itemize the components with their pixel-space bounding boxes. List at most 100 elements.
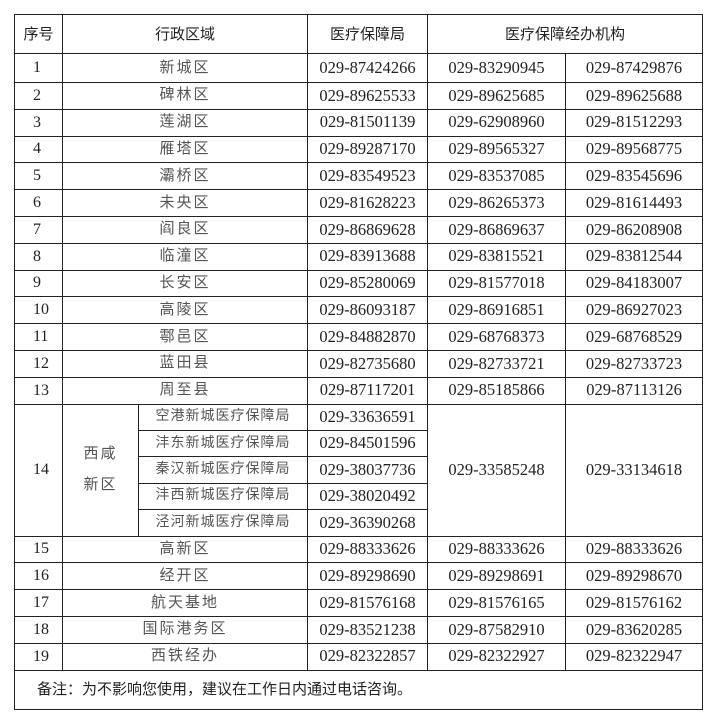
bureau-phone: 029-87117201 <box>307 376 429 405</box>
table-row-xixian-sub: 泾河新城医疗保障局 029-36390268 <box>15 509 703 537</box>
agency-phone-2: 029-89568775 <box>565 135 704 164</box>
region-name-line1: 西咸 <box>83 446 118 463</box>
bureau-phone: 029-33636591 <box>307 403 429 431</box>
bureau-phone: 029-84882870 <box>307 323 429 351</box>
bureau-phone: 029-38020492 <box>307 482 429 511</box>
agency-phone-1: 029-82733721 <box>427 349 567 378</box>
bureau-phone: 029-82735680 <box>307 349 429 378</box>
bureau-phone: 029-81576168 <box>307 589 429 617</box>
note-row: 备注：为不影响您使用，建议在工作日内通过电话咨询。 <box>13 669 704 710</box>
region-name: 西铁经办 <box>61 642 309 671</box>
bureau-phone: 029-86869628 <box>307 215 429 244</box>
bureau-phone: 029-85280069 <box>307 269 429 298</box>
row-number: 14 <box>14 403 63 537</box>
table-row: 3 莲湖区 029-81501139 029-62908960 029-81512293 <box>14 108 704 137</box>
table-row: 4 雁塔区 029-89287170 029-89565327 029-89568775 <box>14 135 704 164</box>
table-row: 13 周至县 029-87117201 029-85185866 029-8711312… <box>14 376 704 405</box>
table-row: 19 西铁经办 029-82322857 029-82322927 029-823229… <box>14 642 704 671</box>
table-row: 1 新城区 029-87424266 029-83290945 029-87429876 <box>14 53 704 83</box>
sub-bureau-name: 泾河新城医疗保障局 <box>137 509 309 537</box>
region-name: 高新区 <box>61 535 309 564</box>
agency-phone-2: 029-88333626 <box>565 535 704 564</box>
row-number: 4 <box>14 135 63 164</box>
bureau-phone: 029-83549523 <box>307 162 429 191</box>
table-row: 9 长安区 029-85280069 029-81577018 029-84183007 <box>14 269 704 298</box>
table-row: 7 阎良区 029-86869628 029-86869637 029-86208908 <box>14 215 704 244</box>
row-number: 5 <box>14 162 63 191</box>
region-name: 阎良区 <box>61 215 309 244</box>
region-name: 灞桥区 <box>61 162 309 191</box>
row-number: 10 <box>14 296 63 325</box>
agency-phone-2: 029-83812544 <box>565 242 704 271</box>
row-number: 18 <box>14 615 63 644</box>
bureau-phone: 029-81628223 <box>307 189 429 217</box>
agency-phone-1: 029-83537085 <box>427 162 567 191</box>
bureau-phone: 029-89625533 <box>307 82 429 110</box>
row-number: 13 <box>14 376 63 405</box>
region-name: 周至县 <box>61 376 309 405</box>
table-row: 18 国际港务区 029-83521238 029-87582910 029-83620… <box>14 615 704 644</box>
agency-phone-1: 029-83815521 <box>427 242 567 271</box>
row-number: 19 <box>14 642 63 671</box>
agency-phone-1: 029-33585248 <box>427 403 567 537</box>
agency-phone-1: 029-68768373 <box>427 323 567 351</box>
agency-phone-2: 029-87429876 <box>565 53 704 83</box>
bureau-phone: 029-38037736 <box>307 456 429 484</box>
table-row-xixian-sub: 沣西新城医疗保障局 029-38020492 <box>15 482 703 511</box>
agency-phone-1: 029-62908960 <box>427 108 567 137</box>
row-number: 12 <box>14 349 63 378</box>
region-name: 长安区 <box>61 269 309 298</box>
agency-phone-1: 029-89298691 <box>427 562 567 591</box>
agency-phone-1: 029-81576165 <box>427 589 567 617</box>
agency-phone-2: 029-81576162 <box>565 589 704 617</box>
table-row: 17 航天基地 029-81576168 029-81576165 029-815761… <box>14 589 704 617</box>
agency-phone-2: 029-68768529 <box>565 323 704 351</box>
region-name: 蓝田县 <box>61 349 309 378</box>
agency-phone-2: 029-87113126 <box>565 376 704 405</box>
header-region: 行政区域 <box>61 14 309 54</box>
agency-phone-2: 029-33134618 <box>565 403 704 537</box>
medical-insurance-contact-table: 序号 行政区域 医疗保障局 医疗保障经办机构 1 新城区 029-87424266 0… <box>13 14 704 710</box>
agency-phone-1: 029-81577018 <box>427 269 567 298</box>
table-row: 8 临潼区 029-83913688 029-83815521 029-83812544 <box>14 242 704 271</box>
region-name: 新城区 <box>61 53 309 83</box>
region-name: 临潼区 <box>61 242 309 271</box>
region-name: 未央区 <box>61 189 309 217</box>
footnote: 备注：为不影响您使用，建议在工作日内通过电话咨询。 <box>13 669 704 710</box>
table-row: 10 高陵区 029-86093187 029-86916851 029-8692702… <box>14 296 704 325</box>
row-number: 7 <box>14 215 63 244</box>
bureau-phone: 029-89287170 <box>307 135 429 164</box>
agency-phone-1: 029-86265373 <box>427 189 567 217</box>
agency-phone-1: 029-86869637 <box>427 215 567 244</box>
agency-phone-1: 029-88333626 <box>427 535 567 564</box>
region-name: 航天基地 <box>61 589 309 617</box>
sub-bureau-name: 沣东新城医疗保障局 <box>137 429 309 458</box>
agency-phone-1: 029-86916851 <box>427 296 567 325</box>
bureau-phone: 029-86093187 <box>307 296 429 325</box>
header-row: 序号 行政区域 医疗保障局 医疗保障经办机构 <box>14 14 704 54</box>
agency-phone-2: 029-81614493 <box>565 189 704 217</box>
row-number: 17 <box>14 589 63 617</box>
region-name-line2: 新区 <box>83 477 118 494</box>
region-name: 高陵区 <box>61 296 309 325</box>
row-number: 8 <box>14 242 63 271</box>
header-agency: 医疗保障经办机构 <box>427 14 704 54</box>
sub-bureau-name: 沣西新城医疗保障局 <box>137 482 309 511</box>
table-row: 5 灞桥区 029-83549523 029-83537085 029-83545696 <box>14 162 704 191</box>
agency-phone-2: 029-89625688 <box>565 82 704 110</box>
table-row: 6 未央区 029-81628223 029-86265373 029-81614493 <box>14 189 704 217</box>
row-number: 2 <box>14 82 63 110</box>
bureau-phone: 029-88333626 <box>307 535 429 564</box>
agency-phone-1: 029-89565327 <box>427 135 567 164</box>
table-row-xixian-sub: 14 西咸 新区 空港新城医疗保障局 029-33636591 029-33585248 0… <box>14 403 704 537</box>
region-name: 经开区 <box>61 562 309 591</box>
row-number: 15 <box>14 535 63 564</box>
region-name: 国际港务区 <box>61 615 309 644</box>
agency-phone-2: 029-81512293 <box>565 108 704 137</box>
region-name: 鄠邑区 <box>61 323 309 351</box>
row-number: 9 <box>14 269 63 298</box>
row-number: 16 <box>14 562 63 591</box>
table-row: 2 碑林区 029-89625533 029-89625685 029-89625688 <box>14 82 704 110</box>
bureau-phone: 029-89298690 <box>307 562 429 591</box>
agency-phone-2: 029-84183007 <box>565 269 704 298</box>
